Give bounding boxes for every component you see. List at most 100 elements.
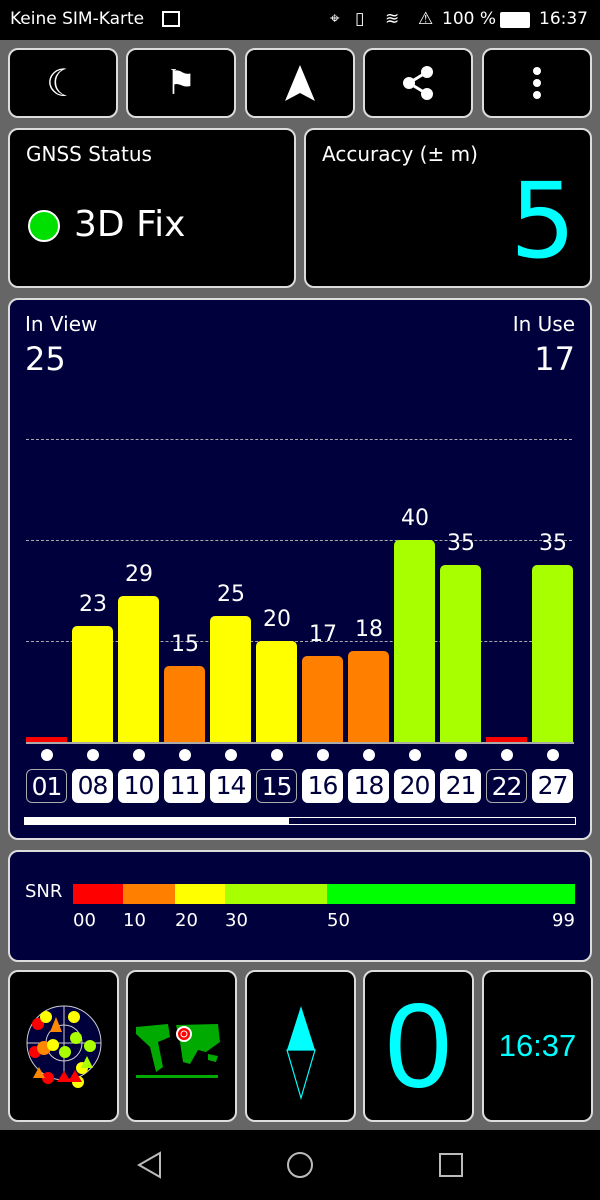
snr-segment bbox=[327, 884, 575, 904]
recents-icon[interactable] bbox=[437, 1151, 465, 1179]
satellite-dot bbox=[225, 749, 237, 761]
satellite-id-label: 16 bbox=[302, 769, 343, 803]
location-icon: ⌖ bbox=[330, 9, 340, 29]
bar-value-label: 29 bbox=[125, 561, 153, 587]
satellite-dot bbox=[41, 749, 53, 761]
map-view-button[interactable] bbox=[126, 970, 237, 1122]
bar-value-label: 25 bbox=[217, 581, 245, 607]
moon-icon: ☾ bbox=[45, 61, 81, 105]
bar-value-label: 18 bbox=[355, 617, 383, 643]
compass-needle-icon bbox=[286, 1006, 316, 1101]
share-icon bbox=[403, 66, 433, 100]
home-icon[interactable] bbox=[285, 1150, 315, 1180]
bar-value-label: 20 bbox=[263, 607, 291, 632]
snr-bar-08 bbox=[72, 625, 113, 742]
sky-plot-icon bbox=[26, 1005, 102, 1088]
battery-text: 100 % bbox=[442, 9, 497, 29]
satellite-id-label: 14 bbox=[210, 769, 251, 803]
help-button[interactable]: ⚑ bbox=[126, 48, 236, 118]
status-bar: Keine SIM-Karte ⌖ ▯ ≋ ⚠ 100 % 16:37 bbox=[0, 0, 600, 40]
accuracy-value: 5 bbox=[509, 160, 576, 282]
bar-value-label: 40 bbox=[401, 506, 429, 531]
bar-value-label: 35 bbox=[539, 531, 567, 557]
in-view-value: 25 bbox=[25, 340, 66, 378]
satellite-dot bbox=[317, 749, 329, 761]
snr-bar-16 bbox=[302, 656, 343, 742]
satellite-id-label: 08 bbox=[72, 769, 113, 803]
satellite-id-label: 21 bbox=[440, 769, 481, 803]
accuracy-panel: Accuracy (± m) 5 bbox=[304, 128, 592, 288]
fix-indicator-icon bbox=[28, 210, 60, 242]
back-icon[interactable] bbox=[136, 1150, 164, 1180]
image-icon bbox=[162, 11, 180, 27]
satellite-dot bbox=[547, 749, 559, 761]
satellite-id-label: 15 bbox=[256, 769, 297, 803]
person-flag-icon: ⚑ bbox=[165, 63, 197, 103]
snr-bar-21 bbox=[440, 565, 481, 742]
snr-segment bbox=[225, 884, 327, 904]
compass-button[interactable] bbox=[245, 970, 356, 1122]
in-use-value: 17 bbox=[534, 340, 575, 378]
snr-legend-panel bbox=[8, 850, 592, 962]
share-button[interactable] bbox=[363, 48, 473, 118]
more-button[interactable] bbox=[482, 48, 592, 118]
satellite-id-label: 20 bbox=[394, 769, 435, 803]
satellite-dot bbox=[271, 749, 283, 761]
sky-view-button[interactable] bbox=[8, 970, 119, 1122]
navigation-bar bbox=[0, 1130, 600, 1200]
night-mode-button[interactable]: ☾ bbox=[8, 48, 118, 118]
satellite-dot bbox=[87, 749, 99, 761]
satellite-dot bbox=[409, 749, 421, 761]
snr-bar-15 bbox=[256, 641, 297, 742]
more-vert-icon bbox=[533, 67, 541, 99]
snr-bar-20 bbox=[394, 540, 435, 742]
vibrate-icon: ▯ bbox=[355, 9, 365, 29]
snr-bar-10 bbox=[118, 595, 159, 742]
satellite-id-label: 22 bbox=[486, 769, 527, 803]
satellite-dot bbox=[455, 749, 467, 761]
gnss-status-panel: GNSS Status 3D Fix bbox=[8, 128, 296, 288]
clock: 16:37 bbox=[539, 9, 588, 29]
world-map-icon bbox=[136, 1024, 220, 1078]
snr-label: SNR bbox=[25, 881, 63, 902]
navigate-button[interactable] bbox=[245, 48, 355, 118]
bar-value-label: 35 bbox=[447, 531, 475, 557]
snr-segment bbox=[175, 884, 225, 904]
clock-value: 16:37 bbox=[498, 1028, 577, 1063]
bar-value-label: 23 bbox=[79, 591, 107, 617]
speed-button[interactable]: 0 bbox=[363, 970, 474, 1122]
satellite-scrollbar[interactable] bbox=[24, 817, 576, 825]
gridline bbox=[26, 439, 572, 440]
clock-button[interactable]: 16:37 bbox=[482, 970, 593, 1122]
chart-baseline bbox=[26, 742, 574, 744]
bar-value-label: 15 bbox=[171, 632, 199, 658]
in-view-label: In View bbox=[25, 312, 98, 336]
satellite-dot bbox=[363, 749, 375, 761]
satellite-id-label: 10 bbox=[118, 769, 159, 803]
snr-bar-18 bbox=[348, 651, 389, 742]
accuracy-label: Accuracy (± m) bbox=[322, 142, 478, 166]
snr-bar-01 bbox=[26, 737, 67, 742]
satellite-dot bbox=[501, 749, 513, 761]
snr-tick-label: 20 bbox=[175, 910, 198, 931]
satellite-id-label: 27 bbox=[532, 769, 573, 803]
satellite-dot bbox=[179, 749, 191, 761]
wifi-icon: ≋ bbox=[385, 9, 400, 29]
speed-value: 0 bbox=[385, 979, 452, 1113]
snr-tick-label: 99 bbox=[552, 910, 575, 931]
snr-bar-22 bbox=[486, 737, 527, 742]
satellite-id-label: 11 bbox=[164, 769, 205, 803]
snr-segment bbox=[123, 884, 175, 904]
snr-bar-27 bbox=[532, 565, 573, 742]
gnss-label: GNSS Status bbox=[26, 142, 152, 166]
carrier-text: Keine SIM-Karte bbox=[10, 9, 145, 29]
in-use-label: In Use bbox=[512, 312, 575, 336]
snr-tick-label: 30 bbox=[225, 910, 248, 931]
snr-tick-label: 00 bbox=[73, 910, 96, 931]
satellite-id-label: 18 bbox=[348, 769, 389, 803]
gridline bbox=[26, 641, 572, 642]
snr-bar-11 bbox=[164, 666, 205, 742]
gridline bbox=[26, 540, 572, 541]
fix-status: 3D Fix bbox=[74, 204, 186, 245]
snr-segment bbox=[73, 884, 123, 904]
